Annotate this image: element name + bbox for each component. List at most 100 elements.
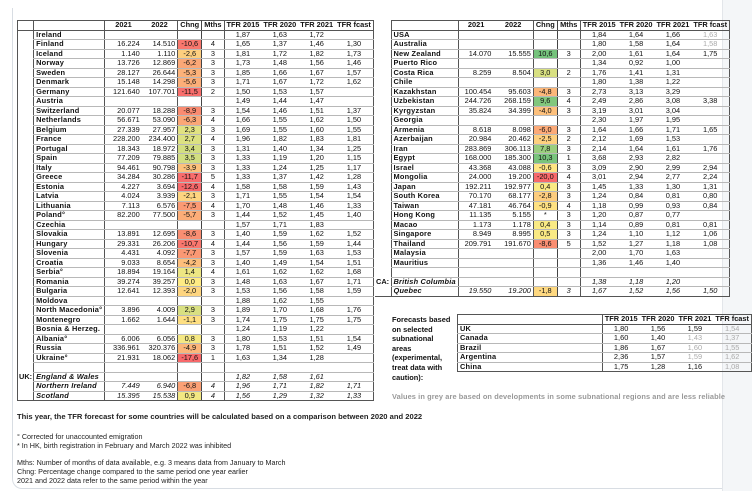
group-label xyxy=(16,115,34,125)
group-label xyxy=(16,96,34,106)
country-name: Azerbaijan xyxy=(390,134,459,145)
header-mths: Mths xyxy=(557,20,581,31)
table-row: Brazil 1,86 1,67 1,60 1,55 xyxy=(457,343,752,353)
change-percent xyxy=(532,30,558,40)
note-chng: Chng: Percentage change compared to the … xyxy=(17,467,248,476)
tfr-2021: 1,61 xyxy=(298,372,336,382)
tfr-2021: 3,08 xyxy=(654,96,692,107)
tfr-2015: 1,80 xyxy=(602,324,640,334)
births-2022 xyxy=(493,115,534,126)
births-2021: 100.454 xyxy=(458,87,494,97)
months-count: 1 xyxy=(201,353,225,363)
tfr-2015: 1,80 xyxy=(224,334,262,344)
group-label xyxy=(16,239,34,249)
births-2022: 77.500 xyxy=(141,210,178,221)
change-percent: 3,4 xyxy=(177,144,203,154)
group-label xyxy=(16,286,34,296)
table-row: Costa Rica 8.259 8.504 3,0 2 1,76 1,41 1,31 xyxy=(375,68,731,78)
tfr-2015: 1,18 xyxy=(580,201,618,211)
table-row: Northern Ireland 7.449 6.940 -6,8 4 1,96 1,71 1… xyxy=(16,381,374,392)
tfr-2020: 2,94 xyxy=(617,172,655,183)
table-row: Quebec 19.550 19.200 -1,8 3 1,67 1,52 1,56 1,50 xyxy=(375,286,731,297)
tfr-2020: 1,18 xyxy=(617,277,655,287)
months-count: 3 xyxy=(201,343,225,354)
births-2021: 19.550 xyxy=(458,286,494,297)
country-name: Russia xyxy=(33,343,106,354)
change-percent xyxy=(177,362,203,373)
change-percent xyxy=(532,258,558,268)
births-2021: 8.618 xyxy=(458,125,494,135)
births-2021: 4.431 xyxy=(104,248,142,259)
tfr-forecast: 1,43 xyxy=(335,182,374,192)
tfr-forecast xyxy=(335,362,374,373)
table-row: Iran 283.869 306.113 7,8 3 2,14 1,64 1,61 1,76 xyxy=(375,144,731,154)
births-2022: 18.288 xyxy=(141,106,178,116)
change-percent: -11,7 xyxy=(177,172,203,183)
tfr-forecast: 1,52 xyxy=(335,229,374,240)
births-2021: 1.662 xyxy=(104,315,142,325)
tfr-2015: 1,67 xyxy=(580,286,618,297)
change-percent: -11,5 xyxy=(177,87,203,97)
tfr-2020: 0,92 xyxy=(617,58,655,69)
tfr-2015: 1,69 xyxy=(224,125,262,135)
births-2022 xyxy=(141,362,178,373)
tfr-2021: 1,64 xyxy=(654,39,692,50)
tfr-2021: 1,20 xyxy=(654,277,692,287)
tfr-2021: 1,83 xyxy=(298,134,336,145)
country-name: Australia xyxy=(390,39,459,50)
tfr-2015: 1,76 xyxy=(580,68,618,78)
table-row: CA: British Columbia 1,38 1,18 1,20 xyxy=(375,277,731,287)
tfr-2021: 1,31 xyxy=(654,68,692,78)
group-label xyxy=(16,106,34,116)
tfr-2020: 2,90 xyxy=(617,163,655,173)
tfr-2015: 1,33 xyxy=(224,172,262,183)
country-name xyxy=(390,267,459,278)
tfr-2021: 1,00 xyxy=(654,58,692,69)
group-label xyxy=(375,68,391,78)
births-2022 xyxy=(141,220,178,230)
country-name: Denmark xyxy=(33,77,106,88)
months-count: 2 xyxy=(557,68,581,78)
tfr-forecast: 1,31 xyxy=(691,182,731,192)
births-2021: 336.961 xyxy=(104,343,142,354)
tfr-2020: 3,01 xyxy=(617,106,655,116)
change-percent: -20,0 xyxy=(532,172,558,183)
tfr-2020: 1,64 xyxy=(617,30,655,40)
months-count: 3 xyxy=(201,305,225,316)
tfr-2020: 1,55 xyxy=(261,125,299,135)
births-2021: 77.209 xyxy=(104,153,142,164)
tfr-2020: 1,72 xyxy=(261,49,299,59)
births-2022 xyxy=(141,96,178,107)
tfr-2021: 1,62 xyxy=(298,267,336,278)
births-2022 xyxy=(493,58,534,69)
births-2021: 24.000 xyxy=(458,172,494,183)
tfr-2020: 1,53 xyxy=(261,87,299,97)
tfr-2015: 1,82 xyxy=(224,372,262,382)
births-2022: 30.286 xyxy=(141,172,178,183)
births-2022 xyxy=(493,39,534,50)
header-row: TFR 2015 TFR 2020 TFR 2021 TFR fcast xyxy=(457,314,752,325)
group-label xyxy=(16,163,34,173)
births-2021: 15.395 xyxy=(104,391,142,401)
group-label xyxy=(16,381,34,391)
months-count: 4 xyxy=(201,201,225,211)
group-label xyxy=(375,286,391,297)
country-name: Malaysia xyxy=(390,248,459,259)
change-percent xyxy=(532,39,558,50)
births-2022: 12.869 xyxy=(141,58,178,69)
tfr-forecast xyxy=(691,153,731,164)
group-label xyxy=(375,239,391,249)
table-row: Greece 34.284 30.286 -11,7 5 1,33 1,37 1,42 1,28 xyxy=(16,172,374,183)
tfr-2020: 1,71 xyxy=(261,381,299,392)
births-2021: 3.896 xyxy=(104,305,142,316)
births-2022: 14.298 xyxy=(141,77,178,88)
country-name: Spain xyxy=(33,153,106,164)
change-percent: 2,9 xyxy=(177,305,203,316)
group-label xyxy=(375,49,391,59)
tfr-2020: 1,53 xyxy=(261,334,299,344)
country-name: Brazil xyxy=(457,343,603,353)
tfr-2015: 1,57 xyxy=(224,220,262,230)
births-2021: 8.259 xyxy=(458,68,494,78)
tfr-forecast xyxy=(691,58,731,69)
tfr-forecast: 1,28 xyxy=(335,172,374,183)
